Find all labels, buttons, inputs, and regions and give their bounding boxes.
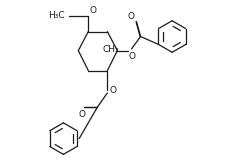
Text: O: O	[79, 110, 86, 119]
Text: CH₃: CH₃	[102, 45, 119, 54]
Text: O: O	[128, 12, 135, 21]
Text: O: O	[89, 6, 96, 15]
Text: O: O	[109, 86, 116, 95]
Text: O: O	[129, 52, 136, 61]
Text: H₃C: H₃C	[49, 11, 65, 20]
